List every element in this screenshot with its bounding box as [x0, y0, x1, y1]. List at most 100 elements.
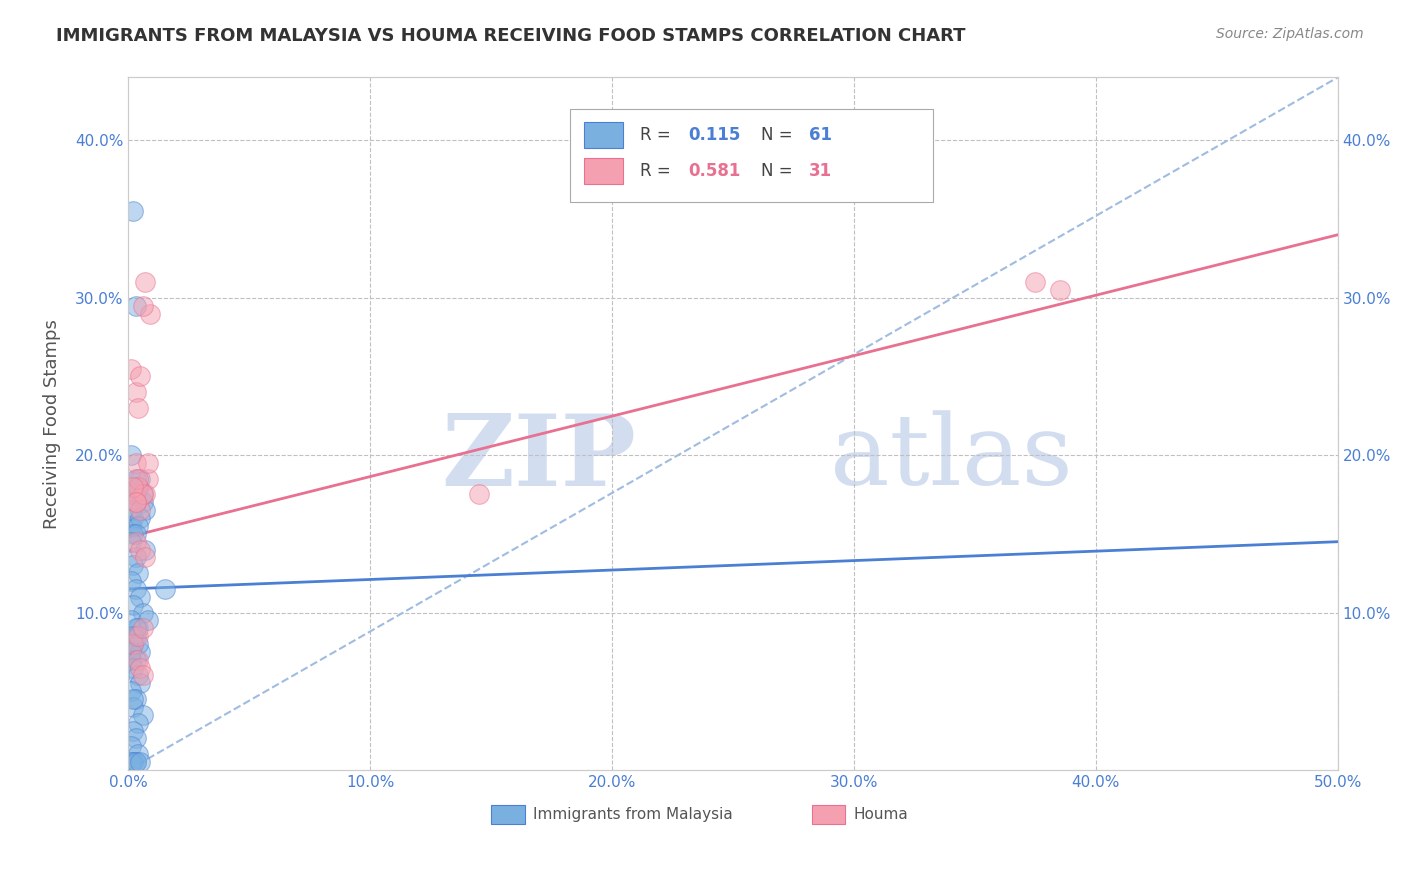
Text: 61: 61: [810, 126, 832, 144]
Point: [127, 566, 149, 581]
Point: [124, 495, 146, 509]
Point: [127, 715, 149, 730]
Point: [124, 692, 146, 706]
Point: [132, 299, 155, 313]
Point: [122, 526, 145, 541]
Point: [129, 676, 152, 690]
Point: [124, 731, 146, 746]
Point: [120, 684, 142, 698]
Text: IMMIGRANTS FROM MALAYSIA VS HOUMA RECEIVING FOOD STAMPS CORRELATION CHART: IMMIGRANTS FROM MALAYSIA VS HOUMA RECEIV…: [56, 27, 966, 45]
Point: [127, 480, 149, 494]
Point: [120, 645, 142, 659]
Text: N =: N =: [761, 126, 797, 144]
Point: [134, 542, 156, 557]
Point: [122, 637, 145, 651]
Point: [132, 707, 155, 722]
Point: [120, 448, 142, 462]
Point: [124, 534, 146, 549]
Point: [122, 204, 145, 219]
Point: [129, 511, 152, 525]
Point: [122, 660, 145, 674]
Point: [136, 456, 159, 470]
Point: [136, 472, 159, 486]
Point: [124, 299, 146, 313]
Point: [124, 653, 146, 667]
Point: [134, 487, 156, 501]
Text: Source: ZipAtlas.com: Source: ZipAtlas.com: [1216, 27, 1364, 41]
Text: 0.115: 0.115: [689, 126, 741, 144]
Point: [120, 739, 142, 754]
Point: [129, 660, 152, 674]
Point: [127, 480, 149, 494]
Point: [136, 614, 159, 628]
Point: [120, 534, 142, 549]
Point: [132, 621, 155, 635]
Text: N =: N =: [761, 162, 797, 180]
Point: [120, 503, 142, 517]
Point: [122, 480, 145, 494]
Point: [127, 480, 149, 494]
Point: [1024, 275, 1046, 289]
Point: [124, 456, 146, 470]
Bar: [585, 121, 623, 148]
Bar: [585, 158, 623, 184]
Point: [122, 598, 145, 612]
Text: Houma: Houma: [853, 806, 908, 822]
Point: [127, 637, 149, 651]
Point: [122, 487, 145, 501]
Point: [153, 582, 176, 596]
Point: [124, 629, 146, 643]
Point: [124, 495, 146, 509]
Point: [120, 614, 142, 628]
Text: R =: R =: [640, 162, 676, 180]
Point: [120, 519, 142, 533]
Point: [129, 472, 152, 486]
Point: [129, 503, 152, 517]
Point: [134, 275, 156, 289]
Point: [129, 590, 152, 604]
Text: atlas: atlas: [830, 410, 1073, 506]
Text: 0.581: 0.581: [689, 162, 741, 180]
Point: [124, 621, 146, 635]
Point: [120, 653, 142, 667]
Point: [120, 361, 142, 376]
Text: ZIP: ZIP: [441, 409, 637, 507]
Point: [124, 755, 146, 769]
Point: [129, 542, 152, 557]
Point: [129, 755, 152, 769]
Point: [122, 637, 145, 651]
Point: [129, 645, 152, 659]
Point: [132, 668, 155, 682]
Point: [122, 692, 145, 706]
Point: [127, 629, 149, 643]
Point: [132, 606, 155, 620]
Text: 31: 31: [810, 162, 832, 180]
Point: [134, 503, 156, 517]
Y-axis label: Receiving Food Stamps: Receiving Food Stamps: [44, 318, 60, 529]
Point: [127, 472, 149, 486]
Point: [122, 700, 145, 714]
Point: [124, 495, 146, 509]
Point: [122, 723, 145, 738]
Point: [132, 487, 155, 501]
Point: [127, 653, 149, 667]
Point: [122, 755, 145, 769]
Point: [132, 487, 155, 501]
Point: [139, 306, 162, 320]
Point: [124, 755, 146, 769]
Point: [124, 526, 146, 541]
Point: [122, 558, 145, 573]
Point: [127, 747, 149, 761]
Point: [127, 621, 149, 635]
Point: [1049, 283, 1071, 297]
Point: [124, 472, 146, 486]
Text: Immigrants from Malaysia: Immigrants from Malaysia: [533, 806, 733, 822]
Point: [127, 401, 149, 415]
Point: [124, 582, 146, 596]
Text: R =: R =: [640, 126, 676, 144]
Point: [124, 487, 146, 501]
Point: [468, 487, 491, 501]
FancyBboxPatch shape: [569, 109, 932, 202]
Point: [122, 487, 145, 501]
Point: [120, 755, 142, 769]
